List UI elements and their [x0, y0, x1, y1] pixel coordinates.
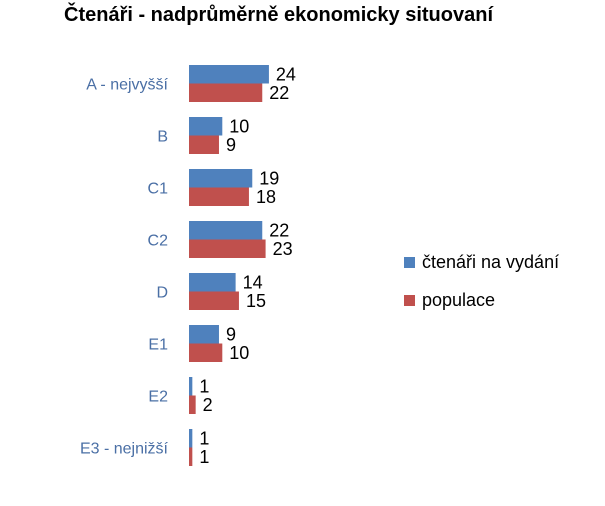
bar-population	[189, 395, 196, 414]
data-label: 14	[243, 272, 263, 292]
data-label: 10	[229, 116, 249, 136]
data-label: 19	[259, 168, 279, 188]
data-label: 22	[269, 220, 289, 240]
bar-population	[189, 239, 266, 258]
legend: čtenáři na vydání populace	[404, 243, 559, 319]
category-label: E1	[148, 337, 168, 354]
bar-population	[189, 135, 219, 154]
bar-readers	[189, 325, 219, 344]
legend-swatch	[404, 294, 415, 306]
data-label: 22	[269, 83, 289, 103]
category-label: C2	[148, 233, 169, 250]
data-label: 1	[199, 447, 209, 467]
bar-population	[189, 291, 239, 310]
category-label: E3 - nejnižší	[80, 441, 169, 458]
category-label: E2	[148, 389, 168, 406]
bar-population	[189, 343, 223, 362]
category-label: C1	[148, 181, 169, 198]
bar-population	[189, 187, 249, 206]
bar-readers	[189, 65, 269, 84]
bar-readers	[189, 273, 236, 292]
data-label: 15	[246, 291, 266, 311]
legend-item: čtenáři na vydání	[404, 243, 559, 281]
legend-item: populace	[404, 281, 559, 319]
legend-label: populace	[422, 289, 496, 310]
bar-readers	[189, 169, 253, 188]
category-label: D	[156, 285, 168, 302]
bar-readers	[189, 377, 193, 396]
category-label: A - nejvyšší	[86, 77, 168, 94]
data-label: 9	[226, 135, 236, 155]
bar-readers	[189, 221, 263, 240]
data-label: 2	[203, 395, 213, 415]
category-label: B	[157, 129, 168, 146]
bar-population	[189, 83, 263, 102]
legend-label: čtenáři na vydání	[422, 251, 560, 272]
bar-readers	[189, 117, 223, 136]
legend-swatch	[404, 256, 415, 268]
data-label: 10	[229, 343, 249, 363]
data-label: 9	[226, 324, 236, 344]
data-label: 23	[273, 239, 293, 259]
bar-population	[189, 447, 193, 466]
data-label: 18	[256, 187, 276, 207]
bar-readers	[189, 429, 193, 448]
data-label: 1	[199, 376, 209, 396]
data-label: 1	[199, 428, 209, 448]
data-label: 24	[276, 64, 296, 84]
chart-title: Čtenáři - nadprůměrně ekonomicky situova…	[64, 4, 493, 26]
